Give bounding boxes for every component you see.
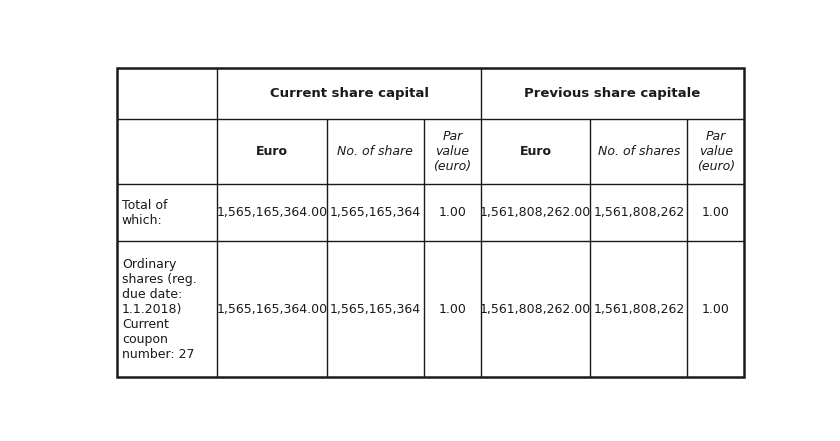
Text: Euro: Euro (256, 145, 288, 158)
Text: Par
value
(euro): Par value (euro) (697, 130, 735, 173)
Text: 1,561,808,262.00: 1,561,808,262.00 (480, 206, 591, 219)
Text: 1,561,808,262: 1,561,808,262 (593, 206, 685, 219)
Text: 1,565,165,364: 1,565,165,364 (330, 206, 421, 219)
Text: Ordinary
shares (reg.
due date:
1.1.2018)
Current
coupon
number: 27: Ordinary shares (reg. due date: 1.1.2018… (122, 258, 197, 361)
Text: Previous share capitale: Previous share capitale (524, 87, 701, 100)
Text: 1,561,808,262.00: 1,561,808,262.00 (480, 303, 591, 316)
Text: 1,565,165,364.00: 1,565,165,364.00 (217, 206, 328, 219)
Text: 1.00: 1.00 (702, 206, 730, 219)
Text: 1.00: 1.00 (702, 303, 730, 316)
Text: No. of shares: No. of shares (598, 145, 680, 158)
Text: Total of
which:: Total of which: (122, 198, 167, 227)
Text: 1.00: 1.00 (438, 206, 466, 219)
Text: No. of share: No. of share (338, 145, 413, 158)
Text: Euro: Euro (520, 145, 552, 158)
Text: 1,561,808,262: 1,561,808,262 (593, 303, 685, 316)
Text: Par
value
(euro): Par value (euro) (433, 130, 471, 173)
Text: 1,565,165,364: 1,565,165,364 (330, 303, 421, 316)
Text: 1.00: 1.00 (438, 303, 466, 316)
Text: 1,565,165,364.00: 1,565,165,364.00 (217, 303, 328, 316)
Text: Current share capital: Current share capital (270, 87, 428, 100)
